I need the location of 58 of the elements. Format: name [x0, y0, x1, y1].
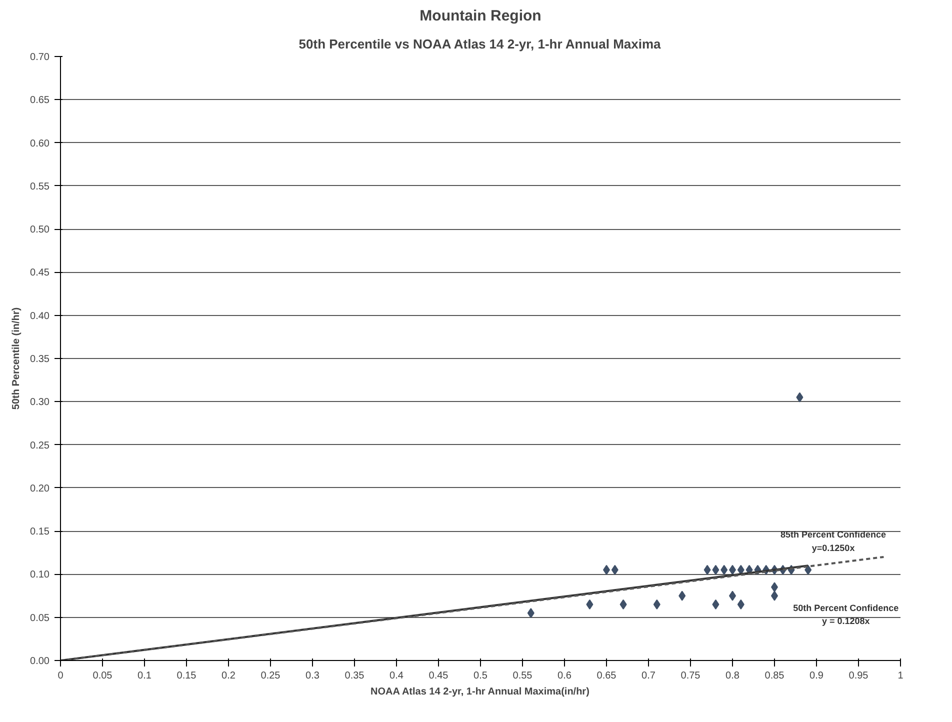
- point: [796, 392, 804, 402]
- y-tick-label: 0.05: [30, 612, 50, 624]
- y-tick-label: 0.40: [30, 310, 50, 322]
- x-tick-label: 0.8: [726, 670, 740, 682]
- point: [653, 599, 660, 610]
- x-tick-label: 1: [898, 670, 904, 682]
- point: [611, 564, 618, 575]
- x-axis-title: NOAA Atlas 14 2-yr, 1-hr Annual Maxima(in/hr): [370, 686, 590, 698]
- point: [737, 599, 744, 610]
- chart-title: Mountain Region: [420, 8, 542, 24]
- x-tick-label: 0.1: [138, 670, 152, 682]
- y-tick-label: 0.20: [30, 483, 50, 494]
- x-tick-label: 0.5: [474, 670, 488, 682]
- annotation: y = 0.1208x: [822, 616, 870, 626]
- x-tick-label: 0.3: [306, 670, 320, 682]
- y-tick-label: 0.65: [30, 95, 50, 106]
- y-axis-title: 50th Percentile (in/hr): [11, 307, 22, 410]
- point: [804, 564, 812, 575]
- x-tick-label: 0.95: [848, 670, 869, 682]
- x-tick-label: 0.9: [810, 670, 824, 682]
- y-tick-label: 0.10: [30, 570, 50, 581]
- annotation: 85th Percent Confidence: [780, 530, 886, 540]
- y-tick-label: 0.30: [30, 397, 50, 408]
- x-tick-label: 0.2: [222, 670, 236, 682]
- x-tick-label: 0.75: [680, 670, 701, 682]
- x-tick-label: 0.85: [764, 670, 785, 682]
- y-tick-label: 0.50: [30, 224, 50, 236]
- x-tick-label: 0.65: [596, 670, 617, 682]
- point: [712, 599, 720, 610]
- annotation: y=0.1250x: [812, 542, 855, 553]
- x-tick-label: 0.55: [512, 670, 533, 682]
- y-tick-label: 0.55: [30, 181, 50, 192]
- x-tick-label: 0.6: [558, 670, 572, 682]
- y-tick-label: 0.15: [30, 526, 50, 538]
- point: [737, 564, 744, 575]
- point: [527, 608, 534, 618]
- point: [678, 590, 686, 601]
- point: [586, 599, 594, 610]
- x-tick-label: 0.4: [390, 670, 404, 682]
- x-tick-label: 0.35: [344, 670, 365, 682]
- x-tick-label: 0.15: [176, 670, 197, 682]
- x-tick-label: 0.05: [92, 670, 113, 682]
- x-tick-label: 0.45: [428, 670, 449, 682]
- point: [704, 564, 711, 575]
- point: [620, 599, 627, 610]
- point: [712, 564, 720, 575]
- x-tick-label: 0.25: [260, 670, 281, 682]
- chart-subtitle: 50th Percentile vs NOAA Atlas 14 2-yr, 1-hr Annual Maxima: [298, 36, 662, 52]
- annotation: 50th Percent Confidence: [793, 602, 899, 613]
- x-tick-label: 0: [58, 670, 64, 682]
- y-tick-label: 0.00: [30, 656, 50, 667]
- y-tick-label: 0.35: [30, 354, 50, 365]
- y-tick-label: 0.25: [30, 440, 50, 452]
- x-tick-label: 0.7: [642, 670, 656, 682]
- y-tick-label: 0.60: [30, 138, 50, 150]
- y-tick-label: 0.45: [30, 268, 50, 279]
- point: [720, 564, 728, 575]
- y-tick-label: 0.70: [30, 52, 50, 63]
